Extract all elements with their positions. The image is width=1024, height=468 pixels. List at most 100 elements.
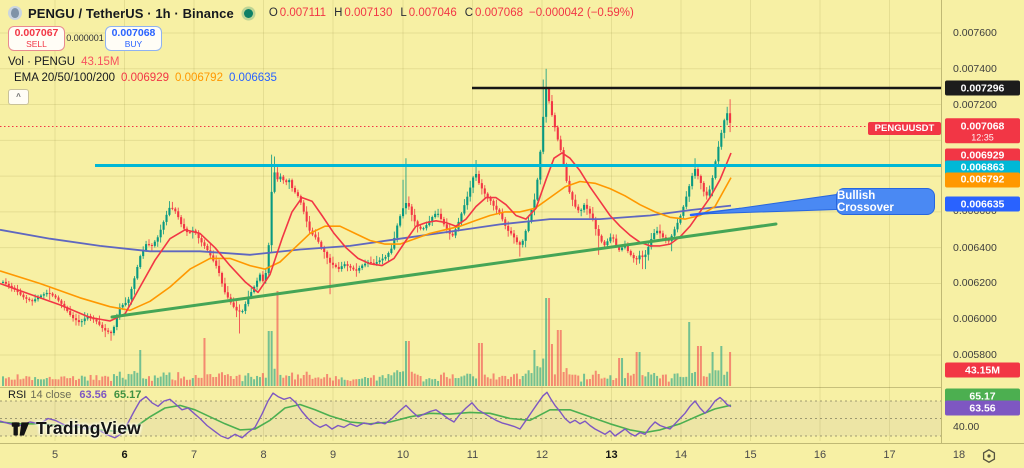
candle-body: [536, 179, 539, 200]
candle-body: [36, 297, 40, 300]
candle-body: [130, 288, 133, 300]
rsi-value: 63.56: [79, 389, 107, 401]
volume-bar: [308, 374, 311, 386]
price-axis-label: 0.007400: [953, 62, 997, 75]
axis-settings-gear-icon[interactable]: [981, 448, 997, 464]
ema-study-row[interactable]: EMA 20/50/100/200 0.006929 0.006792 0.00663…: [8, 72, 634, 84]
time-axis[interactable]: 5 6 7 8 9 10 11 12 13 14 15 16 17 18: [0, 443, 1024, 468]
volume-bar: [80, 375, 83, 386]
volume-bar: [270, 331, 273, 386]
candle-body: [159, 229, 162, 238]
close-value: 0.007068: [475, 7, 523, 19]
candle-body: [401, 208, 405, 217]
price-axis[interactable]: 0.0076000.0074000.0072000.0066000.006400…: [941, 0, 1024, 443]
candle-body: [302, 202, 305, 212]
volume-bar: [632, 373, 635, 386]
volume-study-row[interactable]: Vol · PENGU 43.15M: [8, 56, 634, 68]
candle-body: [112, 326, 116, 334]
volume-bar: [372, 375, 375, 386]
candle-body: [393, 237, 396, 249]
volume-bar: [396, 370, 399, 386]
price-axis-label: 0.007200: [953, 98, 997, 111]
volume-bar: [34, 377, 37, 386]
candle-body: [407, 203, 410, 207]
collapse-indicators-button[interactable]: ^: [8, 89, 29, 105]
volume-bar: [320, 378, 323, 386]
volume-bar: [586, 379, 588, 386]
candle-body: [504, 219, 507, 226]
candle-body: [606, 241, 609, 246]
candle-body: [463, 205, 466, 214]
candle-body: [115, 317, 118, 327]
sell-label: SELL: [26, 38, 47, 49]
candle-body: [396, 225, 399, 238]
ema20-value: 0.006929: [121, 72, 169, 84]
volume-bar: [25, 376, 28, 386]
volume-bar: [294, 379, 296, 386]
volume-bar: [612, 380, 615, 386]
close-label: C: [464, 7, 474, 19]
symbol-title[interactable]: PENGU / TetherUS · 1h · Binance: [28, 5, 234, 21]
volume-bar: [699, 346, 702, 386]
volume-bar: [442, 372, 445, 386]
candle-body: [255, 280, 259, 287]
candle-body: [270, 191, 273, 246]
volume-bar: [656, 375, 659, 386]
market-status-dot-icon[interactable]: [243, 8, 253, 18]
candle-body: [98, 321, 101, 325]
volume-bar: [615, 378, 618, 386]
chart-canvas[interactable]: [0, 0, 941, 443]
candle-body: [352, 267, 355, 270]
candle-body: [673, 229, 676, 236]
candle-body: [346, 264, 349, 266]
candle-body: [556, 127, 559, 140]
volume-bar: [45, 378, 48, 386]
candle-body: [109, 331, 113, 334]
volume-bar: [472, 376, 475, 386]
volume-bar: [437, 380, 440, 386]
volume-bar: [600, 378, 603, 386]
volume-bar: [19, 379, 22, 386]
candle-body: [238, 310, 241, 312]
buy-button[interactable]: 0.007068 BUY: [105, 25, 162, 51]
candle-body: [83, 318, 86, 322]
volume-bar: [641, 375, 644, 386]
candle-body: [63, 303, 66, 308]
candle-body: [550, 101, 554, 116]
sell-button[interactable]: 0.007067 SELL: [8, 25, 65, 51]
volume-bar: [606, 378, 609, 386]
volume-bar: [150, 380, 153, 386]
candle-body: [626, 245, 629, 252]
volume-bar: [72, 376, 75, 386]
candle-body: [515, 237, 518, 243]
volume-bar: [185, 379, 188, 386]
candle-body: [472, 177, 475, 188]
candle-body: [507, 225, 510, 231]
candle-body: [273, 172, 276, 192]
candle-body: [349, 265, 352, 268]
candle-body: [197, 232, 200, 239]
price-axis-label: 0.006200: [953, 277, 997, 290]
candle-body: [594, 219, 597, 230]
candle-body: [416, 221, 419, 227]
volume-bar: [425, 379, 428, 386]
volume-bar: [200, 377, 203, 386]
candle-body: [568, 180, 571, 193]
green-trendline[interactable]: [110, 222, 778, 319]
candle-body: [577, 206, 580, 211]
candle-body: [658, 230, 662, 234]
rsi-study-row[interactable]: RSI 14 close 63.56 65.17: [8, 389, 141, 401]
volume-bar: [533, 350, 536, 386]
volume-bar: [457, 378, 460, 386]
coin-logo-icon: [8, 6, 22, 20]
volume-bar: [419, 376, 422, 386]
volume-bar: [118, 371, 121, 386]
volume-bar: [136, 372, 139, 386]
volume-bar: [580, 381, 583, 386]
bullish-crossover-callout[interactable]: Bullish Crossover: [836, 188, 935, 215]
volume-bar: [112, 374, 115, 386]
tradingview-logo-icon: [11, 422, 30, 436]
volume-bar: [194, 375, 197, 386]
candle-body: [445, 224, 448, 230]
candle-body: [510, 230, 513, 234]
